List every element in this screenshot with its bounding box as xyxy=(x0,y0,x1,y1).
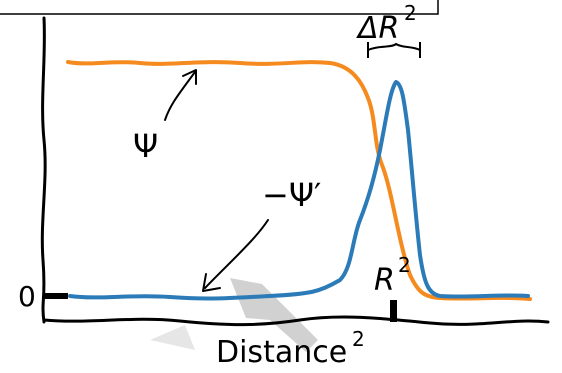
top-border-line xyxy=(0,0,439,15)
x-axis-title-exponent: 2 xyxy=(352,327,365,351)
psi-pointer-head xyxy=(182,69,197,85)
r-squared-tick xyxy=(390,300,397,322)
r-squared-base: R xyxy=(374,263,395,298)
x-axis-line xyxy=(42,315,550,327)
zero-tick xyxy=(44,293,68,299)
delta-r-squared-exponent: 2 xyxy=(404,1,417,25)
r-squared-label: R 2 xyxy=(374,253,411,298)
x-axis-title: Distance 2 xyxy=(216,327,365,370)
psi-prime-pointer-shaft xyxy=(204,219,269,289)
r-squared-exponent: 2 xyxy=(398,253,411,277)
psi-pointer-arrow xyxy=(164,69,197,121)
minus-psi-prime-label: −Ψ′ xyxy=(262,176,321,214)
psi-pointer-shaft xyxy=(164,71,196,121)
delta-r-squared-label: ΔR 2 xyxy=(356,1,417,46)
delta-r-squared-base: ΔR xyxy=(356,11,399,46)
psi-prime-pointer-arrow xyxy=(202,219,269,292)
x-axis-title-base: Distance xyxy=(216,335,347,370)
psi-prime-curve xyxy=(68,80,530,301)
delta-r-brace xyxy=(367,42,421,58)
watermark-arrow-head xyxy=(150,325,195,350)
psi-label: Ψ xyxy=(133,127,158,165)
y-axis-line xyxy=(40,16,47,324)
zero-label: 0 xyxy=(18,280,36,313)
delta-r-brace-line xyxy=(367,42,421,51)
psi-prime-pointer-head xyxy=(202,273,221,292)
psi-curve xyxy=(66,60,532,301)
